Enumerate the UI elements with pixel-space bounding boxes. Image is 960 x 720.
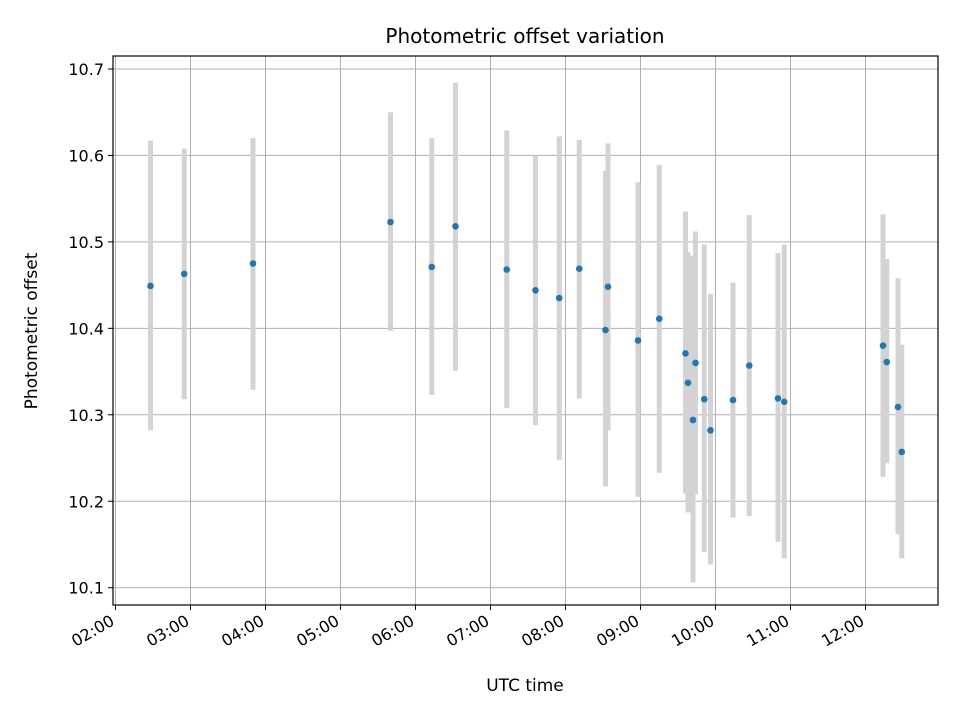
data-point — [700, 395, 708, 403]
x-axis-title: UTC time — [486, 676, 564, 696]
data-point — [387, 218, 394, 226]
data-point — [689, 416, 697, 424]
data-point — [604, 283, 612, 291]
data-point — [532, 286, 539, 294]
data-point — [503, 266, 511, 273]
y-tick-label: 10.4 — [68, 319, 104, 338]
chart-title: Photometric offset variation — [385, 24, 664, 48]
data-point — [555, 294, 563, 302]
plot-frame — [112, 55, 939, 606]
data-point — [249, 260, 257, 267]
data-point — [682, 350, 689, 357]
data-point — [428, 263, 436, 271]
data-point — [180, 270, 188, 278]
data-point — [745, 362, 753, 369]
data-point — [452, 223, 459, 230]
data-point — [898, 448, 906, 456]
data-point — [655, 315, 663, 323]
y-axis: 10.1 10.2 10.3 10.4 10.5 10.6 10.7 — [68, 60, 113, 598]
data-point — [774, 395, 782, 402]
data-point — [729, 396, 737, 404]
data-point — [894, 403, 902, 411]
y-tick-label: 10.3 — [68, 406, 104, 425]
data-point — [692, 359, 699, 367]
y-tick-label: 10.6 — [68, 146, 104, 165]
data-point — [780, 398, 788, 406]
data-points — [147, 218, 906, 456]
data-point — [707, 427, 714, 434]
y-tick-label: 10.7 — [68, 60, 104, 79]
y-axis-title: Photometric offset — [22, 252, 42, 409]
data-point — [602, 326, 609, 334]
y-tick-label: 10.2 — [68, 492, 104, 511]
y-tick-label: 10.1 — [68, 579, 104, 598]
data-point — [634, 337, 642, 344]
data-point — [147, 282, 154, 290]
data-point — [575, 265, 583, 272]
data-point — [879, 342, 887, 349]
data-point — [684, 379, 692, 387]
y-tick-label: 10.5 — [68, 233, 104, 252]
data-point — [883, 358, 891, 366]
